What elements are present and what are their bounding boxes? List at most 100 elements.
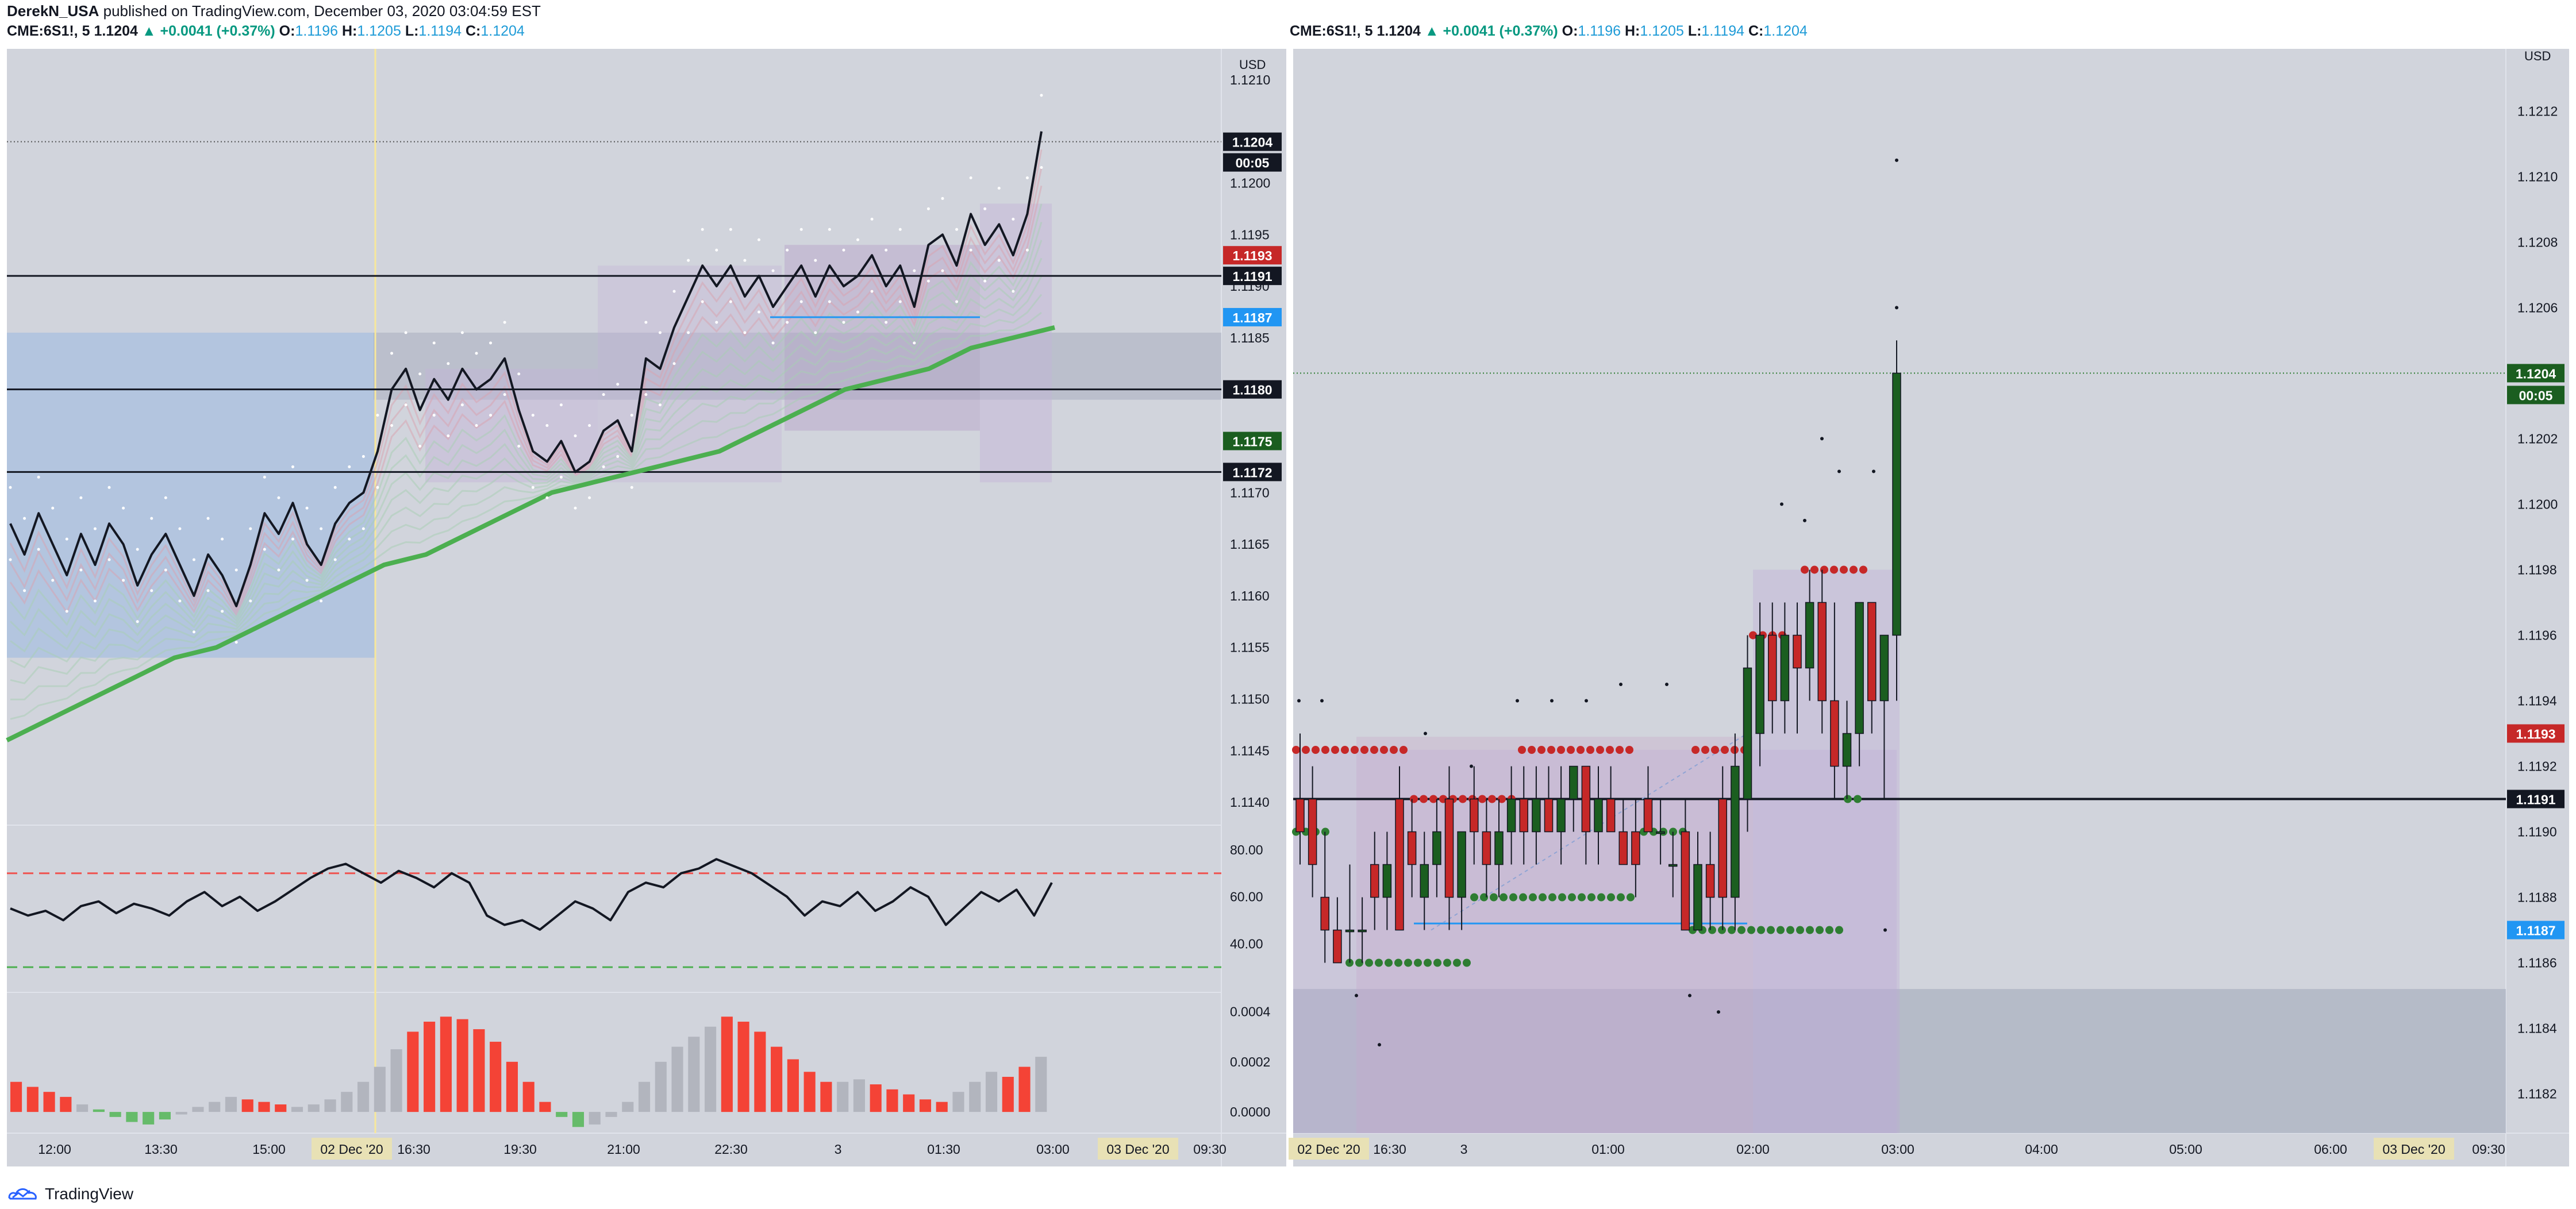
symbol-label[interactable]: CME:6S1!, 5: [7, 23, 90, 39]
signal-dot: [1816, 926, 1824, 934]
close-value: 1.1204: [480, 23, 525, 39]
dot: [799, 228, 803, 231]
right-axis-labels: 1.1204 00:05 1.1193 1.1191 1.1187: [2507, 364, 2565, 940]
dot: [898, 300, 902, 303]
dot: [729, 228, 732, 231]
dot: [390, 424, 394, 428]
dot: [1040, 94, 1043, 97]
dot: [574, 506, 577, 510]
open-value: 1.1196: [1578, 23, 1621, 39]
signal-dot: [1568, 893, 1576, 902]
candle: [1656, 799, 1665, 865]
dot: [206, 589, 210, 592]
dot: [588, 424, 591, 428]
signal-dot: [1625, 745, 1633, 754]
author-name[interactable]: DerekN_USA: [7, 2, 99, 20]
low-value: 1.1194: [418, 23, 462, 39]
dot: [997, 186, 1001, 190]
macd-tick-label: 0.0000: [1230, 1104, 1270, 1119]
signal-dot: [1539, 893, 1547, 902]
dot: [277, 496, 280, 499]
macd-bar: [622, 1102, 634, 1112]
signal-dot: [1390, 745, 1398, 754]
macd-bar: [473, 1029, 485, 1112]
signal-dot: [1529, 893, 1537, 902]
macd-bar: [126, 1112, 138, 1122]
dot: [517, 372, 521, 376]
candle-body: [1556, 798, 1566, 833]
candle-body: [1780, 634, 1790, 702]
axis-label-box: [1223, 153, 1282, 172]
low-value: 1.1194: [1701, 23, 1745, 39]
signal-dot: [1777, 926, 1785, 934]
candle-body: [1879, 634, 1889, 702]
axis-label-box: [2507, 790, 2565, 808]
signal-dot: [1410, 795, 1418, 803]
ribbon-line: [10, 276, 1043, 684]
macd-bar: [307, 1104, 320, 1112]
axis-label-box: [2507, 921, 2565, 940]
symbol-label[interactable]: CME:6S1!, 5: [1290, 23, 1373, 39]
dot: [630, 414, 633, 417]
signal-dot: [1708, 926, 1716, 934]
candle: [1793, 602, 1802, 734]
signal-dot: [1375, 958, 1383, 967]
dot: [545, 496, 549, 499]
signal-dot: [1747, 926, 1755, 934]
footer-brand[interactable]: TradingView: [7, 1185, 133, 1203]
signal-dot: [1617, 893, 1625, 902]
dot: [348, 465, 351, 468]
signal-dot: [1586, 745, 1594, 754]
candle: [1618, 799, 1628, 865]
dot: [150, 517, 153, 520]
high-label: H:: [1625, 23, 1640, 39]
low-label: L:: [1687, 23, 1702, 39]
candle-body: [1618, 831, 1628, 865]
candle: [1643, 766, 1653, 833]
candle-body: [1432, 831, 1441, 865]
y-tick-label: 1.1200: [2517, 496, 2558, 511]
axis-label-box: [1223, 432, 1282, 451]
candle: [1345, 864, 1355, 963]
signal-dot: [1578, 893, 1586, 902]
high-label: H:: [342, 23, 357, 39]
dot: [9, 486, 12, 489]
dot: [672, 290, 676, 293]
candle-body: [1718, 798, 1727, 898]
x-tick-label: 01:30: [927, 1142, 960, 1157]
candle-body: [1532, 798, 1541, 833]
left-axis-labels: 1.1204 00:05 1.1193 1.1191 1.1187 1.1180 1.117…: [1223, 132, 1282, 482]
last-price: 1.1204: [1377, 23, 1421, 39]
axis-label-box: [1223, 380, 1282, 399]
axis-label-text: 1.1191: [1232, 269, 1272, 284]
dot: [559, 403, 563, 407]
scatter-point: [1320, 699, 1324, 703]
signal-dot: [1835, 926, 1843, 934]
signal-dot: [1365, 958, 1373, 967]
candle: [1370, 831, 1379, 930]
y-tick-label: 1.1196: [2517, 627, 2557, 642]
macd-tick-label: 0.0002: [1230, 1054, 1270, 1069]
signal-dot: [1500, 893, 1508, 902]
macd-bar: [754, 1031, 766, 1112]
signal-dot: [1331, 745, 1339, 754]
dot: [771, 341, 775, 345]
scatter-point: [1820, 437, 1824, 441]
macd-bar: [241, 1099, 253, 1112]
candle-body: [1842, 733, 1852, 767]
macd-bar: [341, 1092, 353, 1112]
dot: [856, 238, 860, 241]
candle-body: [1681, 831, 1690, 931]
signal-dot: [1470, 893, 1478, 902]
signal-dot: [1355, 958, 1363, 967]
dot: [320, 599, 323, 603]
dot: [122, 506, 125, 510]
dot: [997, 259, 1001, 262]
x-tick-label: 03:00: [1036, 1142, 1070, 1157]
candle-body: [1731, 765, 1740, 898]
dot: [475, 424, 478, 428]
axis-label-box: [2507, 364, 2565, 383]
candle-body: [1333, 929, 1342, 964]
macd-bar: [688, 1037, 700, 1112]
